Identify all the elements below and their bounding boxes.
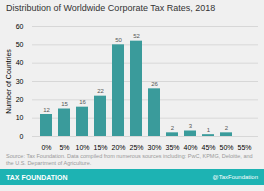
svg-text:0: 0 bbox=[20, 133, 24, 140]
svg-text:50: 50 bbox=[115, 37, 122, 43]
svg-text:20: 20 bbox=[16, 96, 24, 103]
svg-text:5%: 5% bbox=[59, 144, 69, 151]
svg-text:22: 22 bbox=[97, 88, 104, 94]
svg-text:40%: 40% bbox=[183, 144, 197, 151]
svg-text:50: 50 bbox=[16, 41, 24, 48]
svg-text:16: 16 bbox=[79, 99, 86, 105]
svg-text:15%: 15% bbox=[93, 144, 107, 151]
svg-text:35%: 35% bbox=[165, 144, 179, 151]
svg-text:52: 52 bbox=[133, 33, 140, 39]
html-text:Source: Tax Foundation. Data c: Source: Tax Foundation. Data compiled fr… bbox=[6, 153, 253, 166]
svg-text:2: 2 bbox=[225, 125, 229, 131]
svg-text:3: 3 bbox=[189, 123, 193, 129]
svg-text:20%: 20% bbox=[111, 144, 125, 151]
svg-text:55%: 55% bbox=[237, 144, 251, 151]
svg-text:0%: 0% bbox=[41, 144, 51, 151]
svg-text:Number of Countries: Number of Countries bbox=[5, 49, 12, 114]
svg-text:40: 40 bbox=[16, 59, 24, 66]
svg-text:2: 2 bbox=[171, 125, 175, 131]
svg-text:1: 1 bbox=[207, 127, 211, 133]
svg-text:30: 30 bbox=[16, 78, 24, 85]
svg-text:12: 12 bbox=[43, 107, 50, 113]
svg-text:25%: 25% bbox=[129, 144, 143, 151]
svg-text:45%: 45% bbox=[201, 144, 215, 151]
svg-text:60: 60 bbox=[16, 23, 24, 30]
svg-text:15: 15 bbox=[61, 101, 68, 107]
svg-text:10: 10 bbox=[16, 114, 24, 121]
svg-text:26: 26 bbox=[151, 81, 158, 87]
svg-text:10%: 10% bbox=[75, 144, 89, 151]
html-text:@TaxFoundation: @TaxFoundation bbox=[212, 174, 258, 180]
svg-text:30%: 30% bbox=[147, 144, 161, 151]
html-text:Distribution of Worldwide Corp: Distribution of Worldwide Corporate Tax … bbox=[6, 3, 216, 13]
svg-text:50%: 50% bbox=[219, 144, 233, 151]
html-text:TAX FOUNDATION: TAX FOUNDATION bbox=[6, 173, 68, 181]
